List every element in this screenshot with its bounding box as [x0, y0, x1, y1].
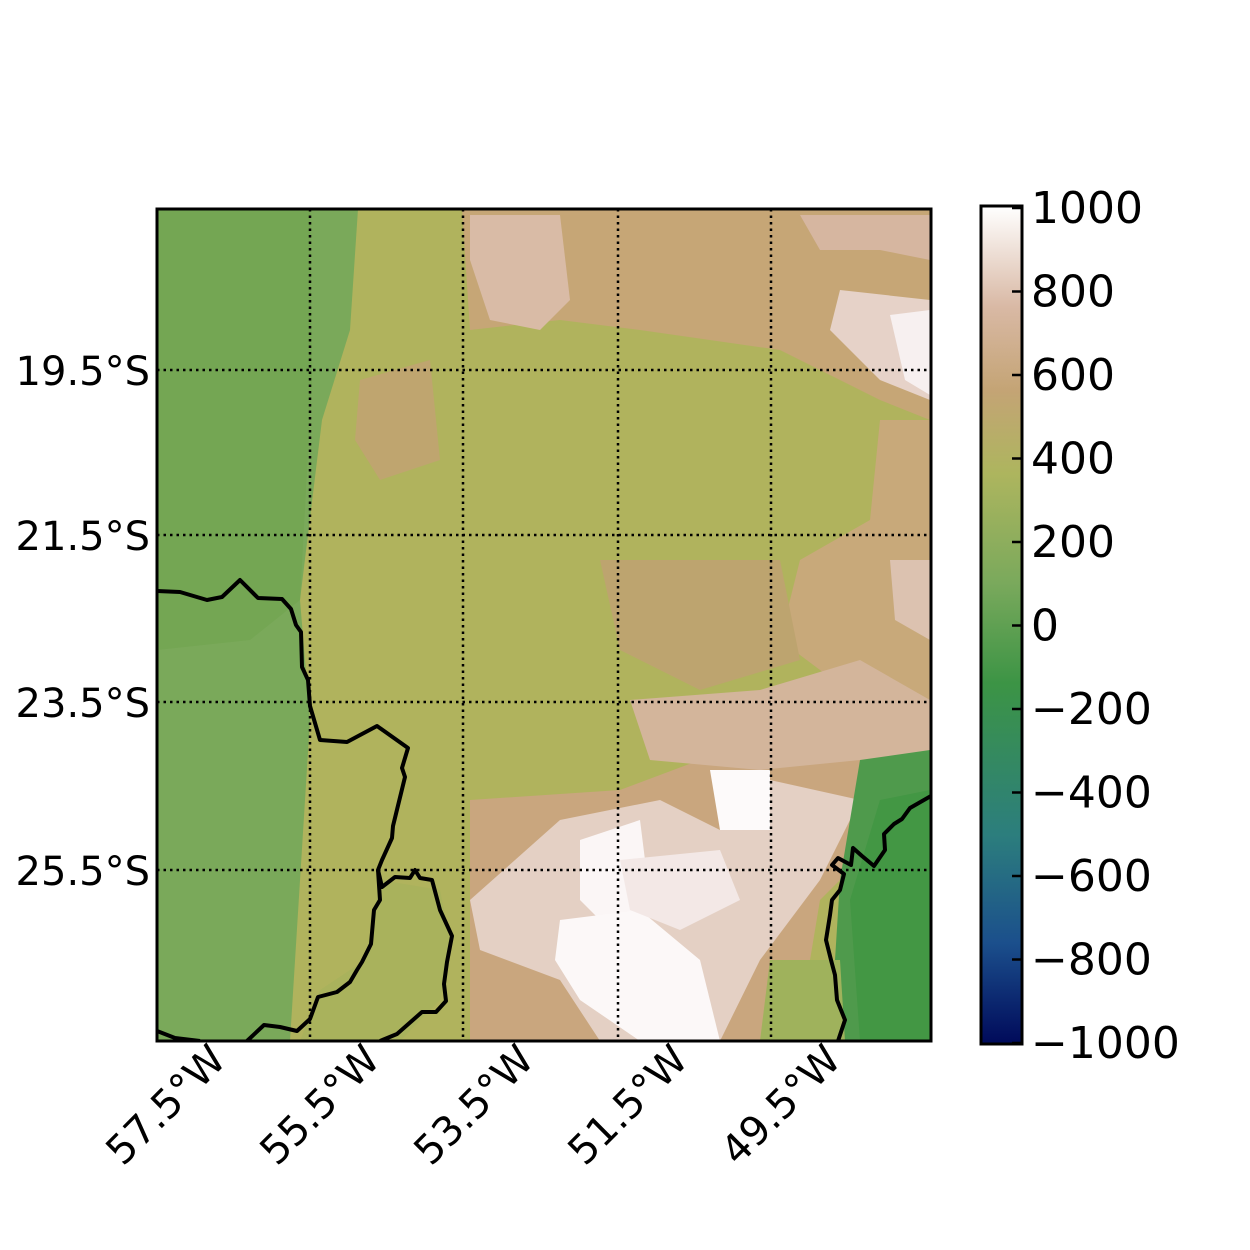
lon-label-49-5w: 49.5°W [712, 1037, 850, 1175]
lon-label-53-5w: 53.5°W [405, 1037, 543, 1175]
colorbar-tick-label: −400 [1031, 768, 1152, 819]
colorbar-tick-label: 0 [1031, 601, 1059, 652]
colorbar: 1000 800 600 400 200 0 −200 −400 −600 −800 −1000 [979, 183, 1180, 1069]
elevation-raster [157, 209, 931, 1041]
graticule [157, 209, 931, 1041]
lon-label-51-5w: 51.5°W [559, 1037, 697, 1175]
lat-label-23-5s: 23.5°S [16, 681, 150, 727]
colorbar-tick-label: 600 [1031, 350, 1115, 401]
coastline [824, 794, 931, 1041]
border-west [157, 578, 454, 1041]
colorbar-tick-label: 400 [1031, 434, 1115, 485]
latitude-labels: 19.5°S 21.5°S 23.5°S 25.5°S [16, 349, 150, 895]
colorbar-ticks: 1000 800 600 400 200 0 −200 −400 −600 −800 −1000 [1012, 183, 1180, 1069]
colorbar-tick-label: 200 [1031, 517, 1115, 568]
lon-label-57-5w: 57.5°W [97, 1037, 235, 1175]
colorbar-tick-label: −1000 [1031, 1018, 1180, 1069]
lat-label-21-5s: 21.5°S [16, 514, 150, 560]
lat-label-25-5s: 25.5°S [16, 849, 150, 895]
longitude-labels: 57.5°W 55.5°W 53.5°W 51.5°W 49.5°W [97, 1037, 850, 1175]
colorbar-tick-label: −200 [1031, 684, 1152, 735]
lon-label-55-5w: 55.5°W [251, 1037, 389, 1175]
border-river-south [245, 869, 382, 1041]
colorbar-tick-label: 800 [1031, 267, 1115, 318]
lat-label-19-5s: 19.5°S [16, 349, 150, 395]
colorbar-tick-label: −800 [1031, 935, 1152, 986]
map-frame [155, 207, 933, 1043]
colorbar-tick-label: 1000 [1031, 183, 1143, 234]
colorbar-tick-label: −600 [1031, 851, 1152, 902]
